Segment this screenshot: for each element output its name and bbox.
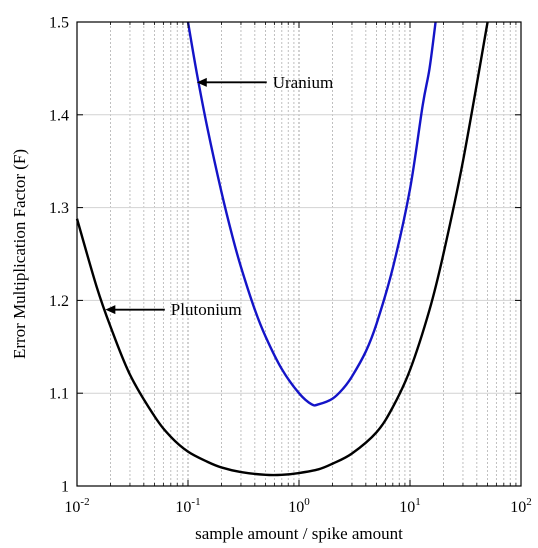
series-line-plutonium <box>75 21 489 477</box>
x-tick-label: 102 <box>510 496 532 516</box>
y-tick-label: 1.1 <box>49 386 69 403</box>
y-axis-label: Error Multiplication Factor (F) <box>10 149 29 359</box>
annotation-arrowhead-uranium <box>196 77 207 87</box>
y-tick-label: 1.2 <box>49 293 69 310</box>
annotation-label-plutonium: Plutonium <box>171 300 242 319</box>
y-tick-label: 1.3 <box>49 200 69 217</box>
x-axis-label: sample amount / spike amount <box>195 524 403 543</box>
annotation-layer: Uranium Plutonium <box>105 73 333 319</box>
annotation-arrowhead-plutonium <box>105 305 116 315</box>
y-tick-label: 1 <box>61 479 69 496</box>
y-tick-label: 1.5 <box>49 15 69 32</box>
tick-layer: 1 1.1 1.2 1.3 1.4 1.5 10-2 10-1 100 101 102 <box>49 15 532 517</box>
x-tick-label: 10-2 <box>64 496 89 516</box>
y-tick-label: 1.4 <box>49 107 69 124</box>
x-tick-label: 100 <box>288 496 310 516</box>
series-layer <box>75 21 489 477</box>
x-tick-label: 10-1 <box>175 496 200 516</box>
x-tick-label: 101 <box>399 496 421 516</box>
annotation-label-uranium: Uranium <box>273 73 333 92</box>
series-line-uranium <box>186 21 437 407</box>
